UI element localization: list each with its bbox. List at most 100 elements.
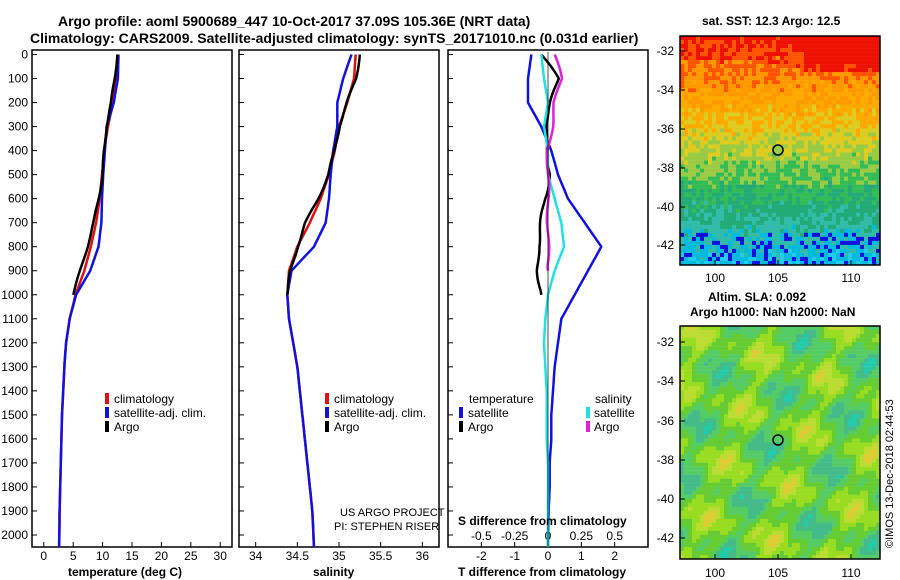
sst-map-cell <box>712 76 717 81</box>
sst-map-cell <box>720 56 725 61</box>
sst-map-cell <box>772 56 777 61</box>
sla-map-cell <box>684 374 689 379</box>
sla-map-cell <box>704 438 709 443</box>
sst-map-cell <box>736 44 741 49</box>
sla-map-cell <box>804 350 809 355</box>
sst-map-cell <box>748 188 753 193</box>
sla-map-cell <box>836 406 841 411</box>
sst-map-cell <box>712 124 717 129</box>
sla-map-cell <box>760 414 765 419</box>
sst-map-cell <box>868 180 873 185</box>
sla-map-cell <box>688 394 693 399</box>
sla-map-cell <box>856 446 861 451</box>
sst-map-cell <box>824 140 829 145</box>
sla-map-cell <box>852 342 857 347</box>
sla-map-cell <box>692 442 697 447</box>
sst-map-cell <box>820 72 825 77</box>
sst-map-cell <box>744 52 749 57</box>
sst-map-cell <box>692 132 697 137</box>
sla-map-cell <box>836 430 841 435</box>
sst-map-cell <box>688 68 693 73</box>
sla-map-cell <box>832 414 837 419</box>
sst-map-cell <box>840 256 845 262</box>
sla-map-cell <box>788 462 793 467</box>
sst-map-cell <box>772 260 777 266</box>
sla-map-cell <box>852 442 857 447</box>
sla-map-cell <box>820 478 825 483</box>
sla-map-cell <box>844 466 849 471</box>
sst-map-cell <box>788 216 793 222</box>
sla-map-cell <box>848 462 853 467</box>
sla-map-cell <box>684 442 689 447</box>
sst-map-cell <box>704 236 709 242</box>
sla-map-cell <box>756 402 761 407</box>
sst-map-cell <box>756 156 761 161</box>
sst-map-cell <box>716 204 721 209</box>
sst-map-cell <box>844 236 849 242</box>
sst-map-cell <box>688 116 693 121</box>
sst-map-cell <box>836 208 841 213</box>
sst-map-cell <box>728 192 733 197</box>
sst-map-cell <box>824 72 829 77</box>
sst-map-cell <box>756 72 761 77</box>
sst-map-cell <box>688 144 693 149</box>
sst-map-cell <box>848 36 853 41</box>
sst-map-cell <box>700 248 705 254</box>
sst-map-cell <box>720 252 725 258</box>
sst-map-cell <box>756 104 761 109</box>
sla-map-cell <box>696 466 701 471</box>
sst-map-cell <box>744 80 749 85</box>
sst-map-cell <box>724 236 729 242</box>
sla-map-cell <box>780 478 785 483</box>
sla-map-cell <box>792 406 797 411</box>
sst-map-cell <box>756 148 761 153</box>
sla-map-cell <box>796 390 801 395</box>
sst-map-cell <box>752 148 757 153</box>
sla-map-cell <box>684 454 689 459</box>
sst-map-cell <box>700 88 705 93</box>
sst-map-cell <box>812 164 817 169</box>
sst-map-cell <box>736 188 741 193</box>
sla-map-cell <box>720 406 725 411</box>
sla-map-cell <box>696 362 701 367</box>
sla-map-cell <box>692 374 697 379</box>
sst-map-cell <box>848 96 853 101</box>
sst-map-cell <box>824 88 829 93</box>
sla-map-cell <box>828 402 833 407</box>
sst-map-cell <box>852 88 857 93</box>
sst-map-cell <box>788 168 793 173</box>
sla-map-title: Altim. SLA: 0.092 <box>708 290 806 304</box>
sla-map-cell <box>824 330 829 335</box>
sla-map-cell <box>752 350 757 355</box>
sla-map-cell <box>764 378 769 383</box>
sst-map-cell <box>864 64 869 69</box>
sst-map-cell <box>868 136 873 141</box>
sla-map-cell <box>804 394 809 399</box>
sst-map-cell <box>712 140 717 145</box>
sst-map-cell <box>712 160 717 165</box>
sla-map-cell <box>852 406 857 411</box>
sla-map-cell <box>708 410 713 415</box>
sla-map-cell <box>800 374 805 379</box>
sla-map-cell <box>800 390 805 395</box>
sst-map-cell <box>856 176 861 181</box>
sst-map-cell <box>876 36 881 41</box>
sla-map-cell <box>708 398 713 403</box>
sla-map-cell <box>780 426 785 431</box>
sst-map-cell <box>836 76 841 81</box>
sla-map-cell <box>800 402 805 407</box>
sla-map-cell <box>816 450 821 455</box>
sla-map-cell <box>844 438 849 443</box>
sla-map-cell <box>784 430 789 435</box>
sla-map-cell <box>700 426 705 431</box>
sla-map-cell <box>776 414 781 419</box>
sla-map-cell <box>736 482 741 487</box>
sst-map-cell <box>712 68 717 73</box>
sla-map-cell <box>716 434 721 439</box>
sst-map-cell <box>872 120 877 125</box>
sst-map-cell <box>736 140 741 145</box>
sst-map-cell <box>812 124 817 129</box>
sla-map-cell <box>756 478 761 483</box>
sst-map-cell <box>860 92 865 97</box>
sst-map-cell <box>700 196 705 201</box>
